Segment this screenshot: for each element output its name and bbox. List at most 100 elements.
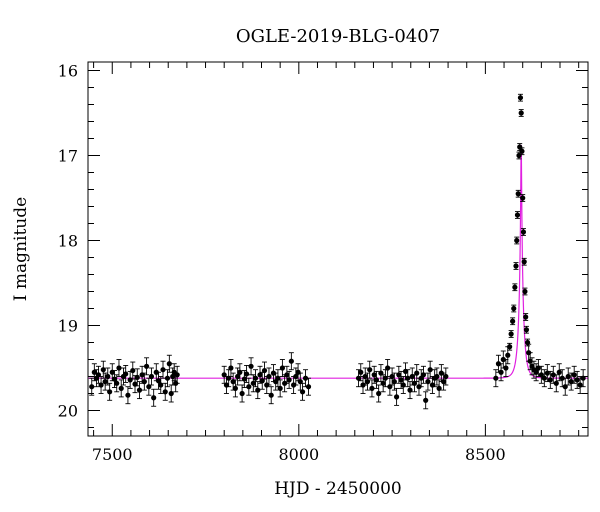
data-marker — [427, 367, 433, 373]
data-point — [517, 93, 524, 102]
data-marker — [237, 369, 243, 375]
data-point — [391, 372, 397, 391]
data-point — [143, 357, 150, 376]
data-marker — [493, 375, 499, 381]
data-marker — [523, 327, 530, 333]
data-marker — [517, 95, 524, 101]
y-tick-label: 18 — [58, 232, 78, 251]
data-marker — [125, 392, 131, 398]
data-marker — [288, 358, 294, 364]
data-marker — [111, 376, 118, 382]
data-point — [510, 317, 516, 326]
data-point — [550, 365, 556, 384]
data-point — [571, 365, 577, 384]
data-point — [277, 379, 283, 398]
data-marker — [130, 367, 136, 374]
data-marker — [511, 305, 517, 312]
data-marker — [123, 371, 129, 377]
data-point — [146, 377, 152, 396]
data-marker — [174, 372, 180, 378]
data-marker — [519, 148, 525, 154]
data-point — [376, 384, 382, 403]
data-marker — [362, 373, 368, 380]
data-marker — [571, 372, 577, 378]
data-marker — [420, 372, 427, 378]
data-point — [252, 369, 259, 388]
data-point — [362, 367, 368, 386]
data-point — [235, 367, 241, 386]
data-point — [95, 365, 102, 384]
data-point — [127, 370, 133, 389]
data-marker — [507, 344, 513, 350]
data-point — [562, 377, 568, 396]
data-point — [248, 357, 254, 376]
data-marker — [268, 392, 274, 398]
data-marker — [261, 367, 268, 374]
data-point — [512, 283, 518, 292]
data-point — [541, 369, 547, 388]
data-point — [255, 381, 261, 400]
data-point — [515, 189, 521, 198]
data-marker — [305, 384, 312, 390]
data-marker — [136, 387, 143, 393]
data-point — [519, 147, 525, 156]
data-point — [432, 369, 438, 388]
data-marker — [148, 373, 155, 380]
data-point — [130, 361, 136, 380]
data-point — [498, 363, 504, 382]
data-point — [574, 370, 580, 389]
data-point — [369, 379, 375, 398]
data-point — [118, 379, 124, 398]
y-axis-label: I magnitude — [11, 197, 31, 301]
data-marker — [556, 369, 562, 375]
data-marker — [364, 379, 371, 385]
data-marker — [158, 382, 164, 388]
data-point — [228, 359, 234, 377]
data-marker — [91, 369, 97, 375]
data-point — [373, 370, 380, 389]
data-point — [385, 359, 391, 377]
data-point — [559, 369, 565, 388]
data-point — [500, 350, 506, 369]
data-marker — [443, 373, 449, 380]
data-point — [523, 313, 529, 321]
data-marker — [385, 365, 391, 371]
data-point — [507, 342, 513, 351]
data-point — [141, 372, 147, 391]
data-point — [393, 387, 400, 406]
data-point — [299, 382, 306, 401]
model-curve-layer — [88, 144, 588, 379]
data-marker — [168, 390, 174, 397]
data-marker — [293, 373, 299, 380]
data-marker — [527, 358, 533, 364]
x-axis-label: HJD - 2450000 — [274, 479, 402, 499]
data-marker — [246, 384, 252, 390]
data-marker — [520, 229, 527, 235]
data-marker — [105, 373, 111, 380]
data-point — [168, 384, 174, 403]
data-marker — [166, 361, 172, 367]
data-point — [493, 369, 499, 388]
data-point — [162, 382, 168, 401]
data-point — [305, 377, 312, 396]
data-marker — [574, 377, 580, 383]
data-marker — [510, 318, 516, 324]
data-point — [503, 359, 509, 377]
data-point — [407, 381, 413, 400]
data-marker — [512, 284, 518, 290]
data-point — [521, 257, 527, 266]
data-point — [284, 365, 290, 384]
data-marker — [533, 369, 539, 375]
data-marker — [134, 374, 140, 380]
data-marker — [398, 377, 404, 383]
data-point — [174, 365, 180, 384]
data-point — [243, 365, 250, 383]
data-point — [358, 363, 364, 382]
data-marker — [369, 385, 375, 391]
data-point — [302, 369, 309, 388]
data-marker — [302, 375, 309, 381]
data-point — [158, 376, 164, 394]
data-point — [89, 377, 95, 396]
data-point — [522, 287, 528, 296]
